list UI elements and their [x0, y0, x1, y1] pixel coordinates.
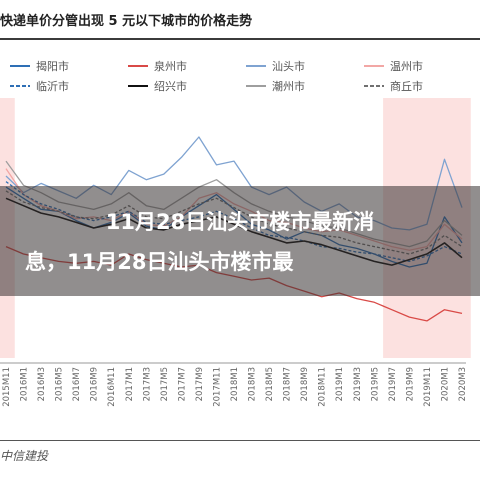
legend-label-7: 商丘市: [390, 79, 423, 93]
x-tick-label: 2018M3: [248, 367, 258, 401]
x-tick-label: 2018M11: [318, 367, 328, 407]
legend-item-0: 揭阳市: [10, 59, 69, 73]
headline-line-1: 11月28日汕头市楼市最新消: [105, 210, 375, 234]
x-tick-label: 2018M7: [283, 367, 293, 401]
legend-item-5: 绍兴市: [128, 79, 187, 93]
legend-label-4: 临沂市: [36, 79, 69, 93]
x-tick-label: 2018M5: [265, 367, 275, 401]
x-tick-label: 2016M3: [37, 367, 47, 401]
title-rule: [0, 38, 480, 40]
x-tick-label: 2017M11: [212, 367, 222, 407]
source-text: 中信建投: [0, 449, 49, 463]
legend-item-6: 潮州市: [246, 79, 305, 93]
x-tick-label: 2018M1: [230, 367, 240, 401]
legend-item-4: 临沂市: [10, 79, 69, 93]
x-tick-label: 2017M9: [195, 367, 205, 401]
legend-label-5: 绍兴市: [154, 79, 187, 93]
x-tick-label: 2020M1: [440, 367, 450, 401]
x-tick-label: 2019M3: [353, 367, 363, 401]
chart-title: 快递单价分管出现 5 元以下城市的价格走势: [0, 14, 253, 29]
x-tick-label: 2019M9: [405, 367, 415, 401]
x-tick-label: 2016M9: [90, 367, 100, 401]
x-tick-label: 2019M11: [423, 367, 433, 407]
x-tick-label: 2016M11: [107, 367, 117, 407]
legend-item-1: 泉州市: [128, 59, 187, 73]
x-tick-label: 2017M7: [177, 367, 187, 401]
x-tick-label: 2017M5: [160, 367, 170, 401]
x-tick-label: 2019M1: [335, 367, 345, 401]
source-label: 中信建投: [0, 447, 48, 464]
x-tick-label: 2017M3: [142, 367, 152, 401]
x-tick-label: 2019M7: [388, 367, 398, 401]
x-tick-label: 2015M11: [2, 367, 12, 407]
legend-label-1: 泉州市: [154, 59, 187, 73]
legend-item-3: 温州市: [364, 59, 423, 73]
legend-item-7: 商丘市: [364, 79, 423, 93]
headline-overlay: [0, 186, 480, 296]
x-tick-label: 2016M5: [55, 367, 65, 401]
x-tick-label: 2016M1: [20, 367, 30, 401]
x-tick-labels: 2015M11 2016M1 2016M3 2016M5 2016M7 2016M9 201…: [2, 367, 468, 407]
x-tick-label: 2018M9: [300, 367, 310, 401]
legend-label-2: 汕头市: [272, 59, 305, 73]
legend-label-6: 潮州市: [272, 79, 305, 93]
legend-item-2: 汕头市: [246, 59, 305, 73]
bottom-rule: [0, 440, 480, 441]
x-tick-label: 2017M1: [125, 367, 135, 401]
legend-label-3: 温州市: [390, 59, 423, 73]
x-tick-label: 2019M5: [370, 367, 380, 401]
legend-label-0: 揭阳市: [36, 59, 69, 73]
x-tick-label: 2020M3: [458, 367, 468, 401]
headline-line-2: 息，11月28日汕头市楼市最: [25, 250, 294, 274]
x-tick-label: 2016M7: [72, 367, 82, 401]
